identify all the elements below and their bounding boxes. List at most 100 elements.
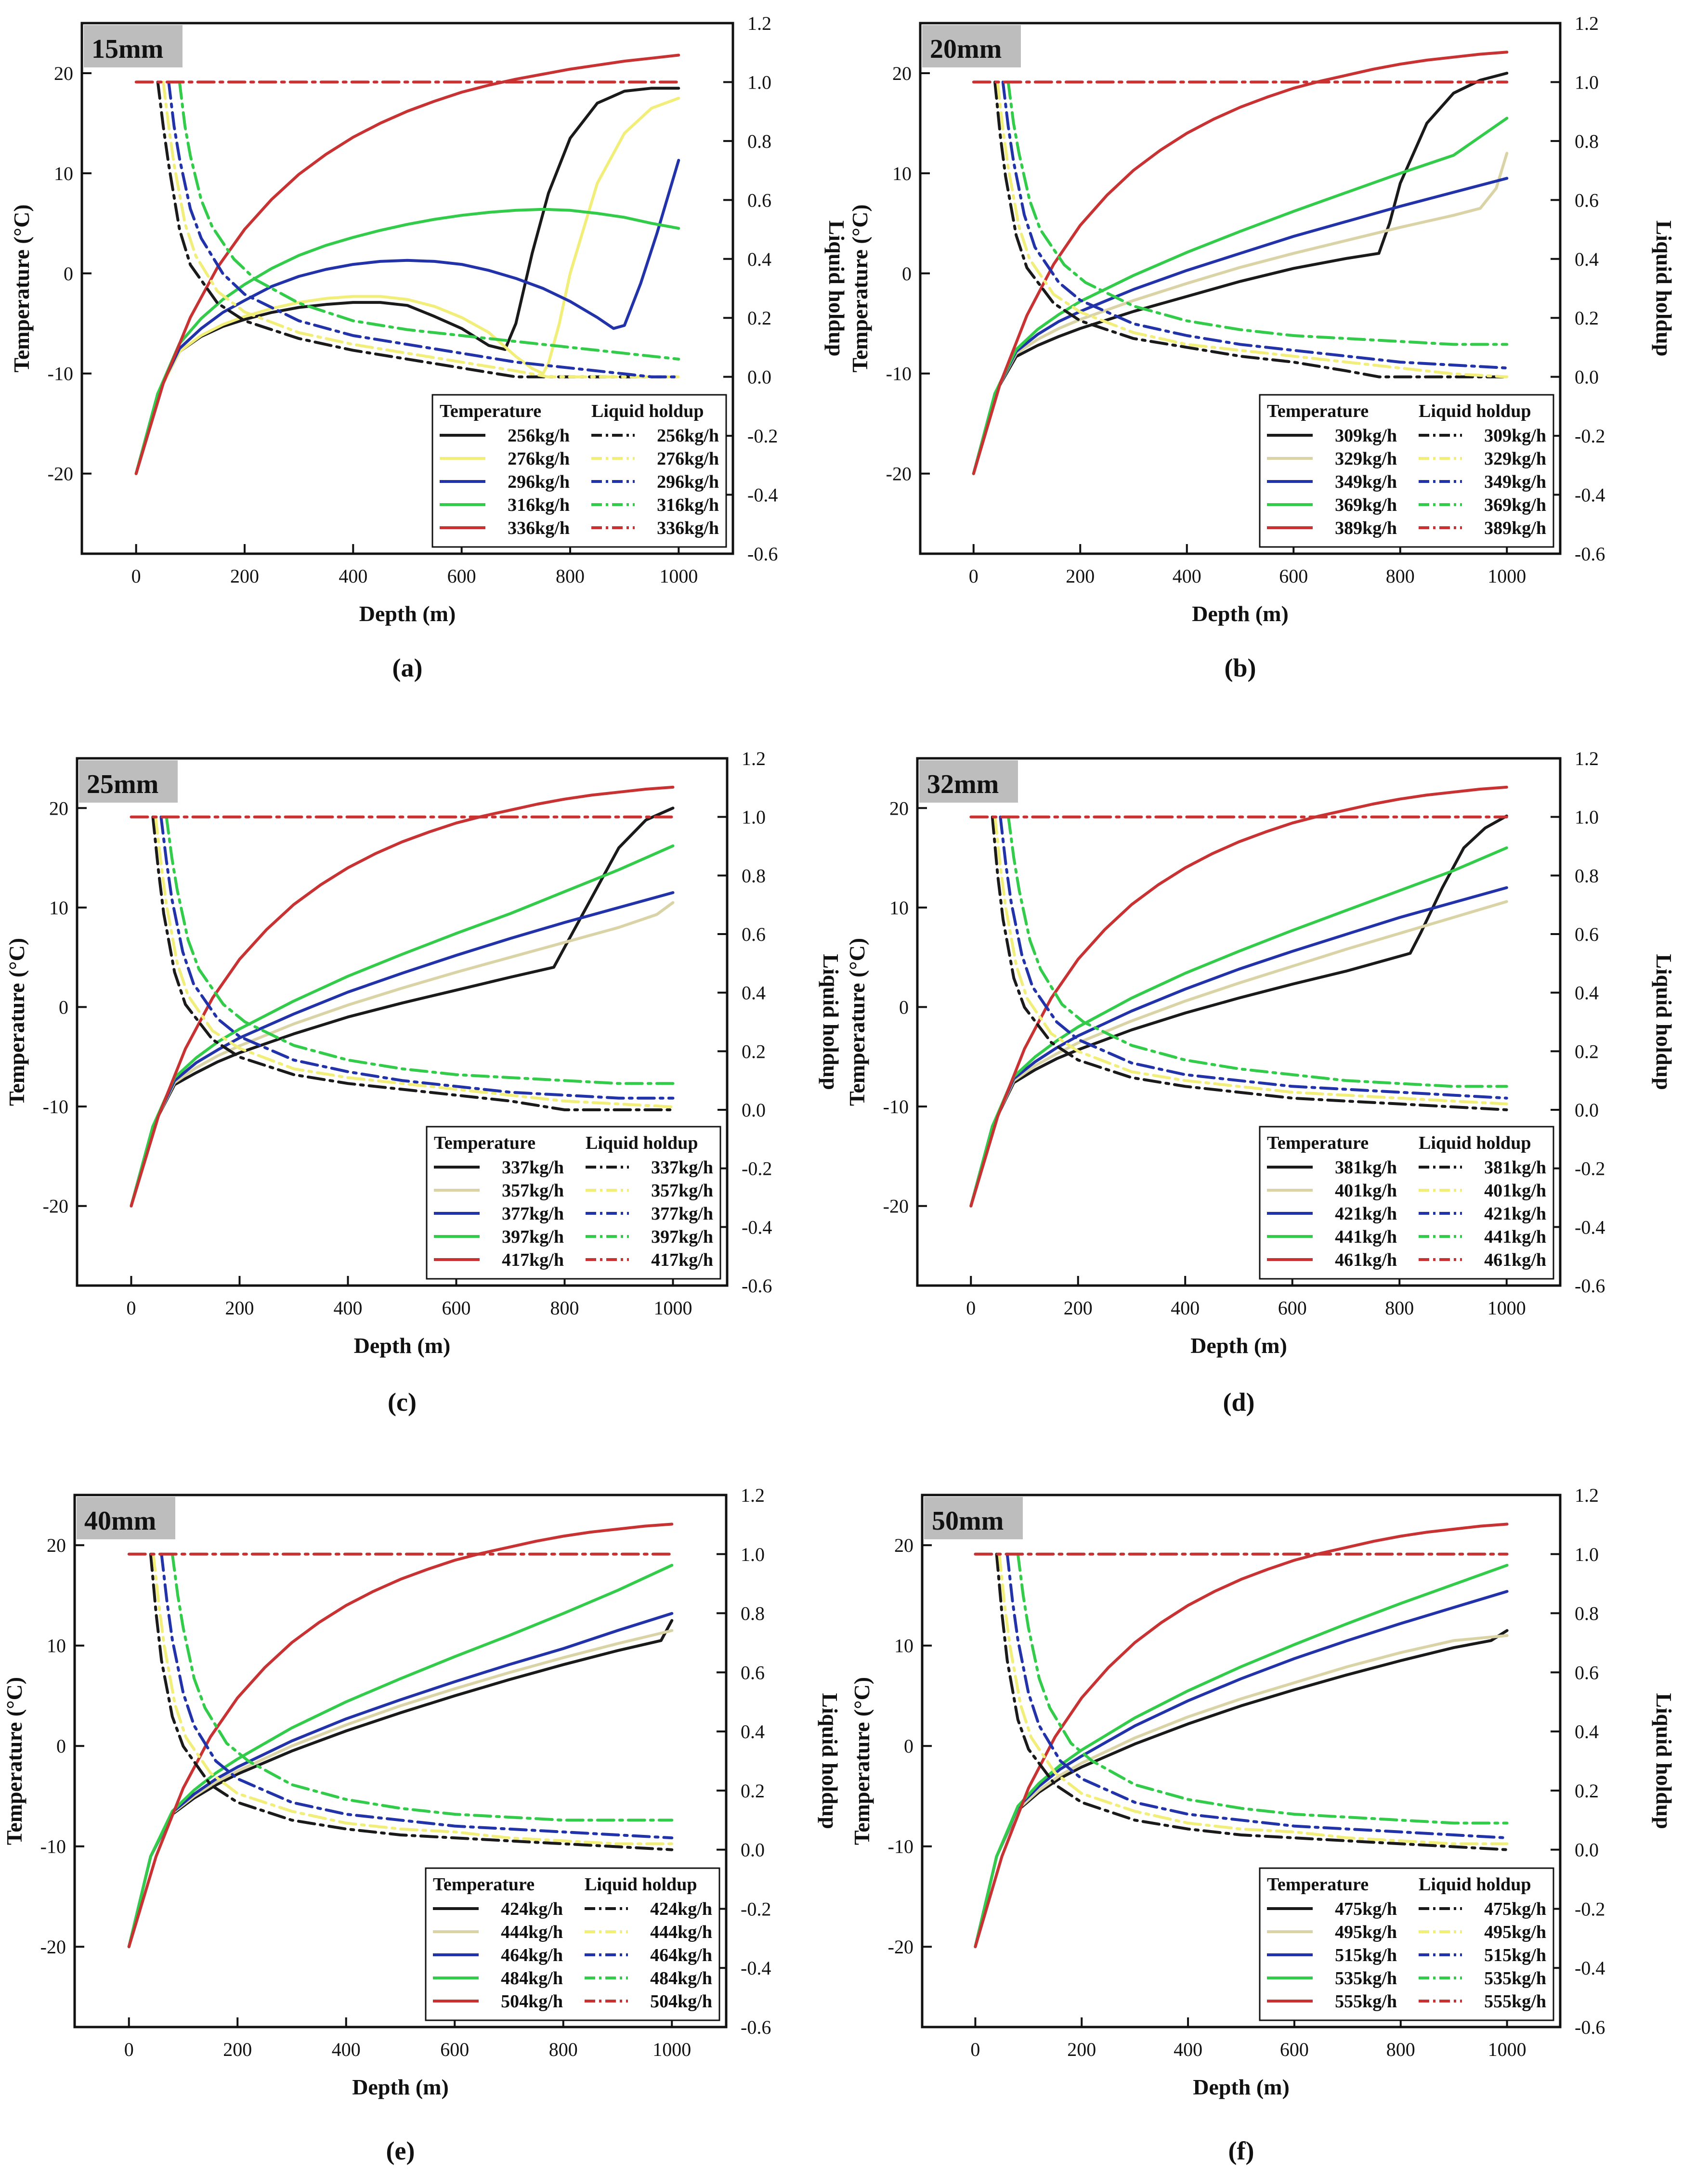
legend-header-temperature: Temperature bbox=[440, 401, 541, 421]
y-left-tick-label: 20 bbox=[889, 797, 909, 819]
legend-box bbox=[425, 1867, 720, 2021]
legend-header-holdup: Liquid holdup bbox=[586, 1133, 698, 1153]
x-tick-label: 200 bbox=[230, 565, 259, 587]
x-tick-label: 200 bbox=[223, 2039, 252, 2060]
y-right-tick-label: 0.8 bbox=[742, 865, 766, 886]
x-axis-label: Depth (m) bbox=[359, 601, 456, 626]
y-left-tick-label: -10 bbox=[43, 1096, 68, 1118]
legend-header-holdup: Liquid holdup bbox=[1419, 1874, 1531, 1895]
legend-header-holdup: Liquid holdup bbox=[1419, 1133, 1531, 1153]
legend-label-temperature: 397kg/h bbox=[502, 1227, 564, 1247]
legend: Temperature Liquid holdup 309kg/h 329kg/h 34… bbox=[1259, 394, 1554, 548]
legend-label-holdup: 555kg/h bbox=[1484, 1991, 1546, 2012]
plot-frame bbox=[921, 1494, 1562, 2028]
legend-label-holdup: 444kg/h bbox=[650, 1922, 712, 1942]
x-tick-label: 0 bbox=[970, 2039, 980, 2060]
legend-header-holdup: Liquid holdup bbox=[1419, 401, 1531, 421]
y-left-tick-label: 10 bbox=[889, 897, 909, 919]
legend-label-holdup: 441kg/h bbox=[1484, 1227, 1546, 1247]
series-line-holdup-256kg/h bbox=[156, 80, 680, 378]
series-line-temperature-256kg/h bbox=[134, 87, 680, 475]
legend-label-temperature: 421kg/h bbox=[1335, 1204, 1397, 1224]
series-group bbox=[130, 785, 675, 1208]
legend-label-temperature: 417kg/h bbox=[502, 1250, 564, 1270]
legend-label-holdup: 349kg/h bbox=[1484, 472, 1546, 492]
y-left-tick-label: 0 bbox=[904, 1735, 913, 1757]
legend-label-temperature: 535kg/h bbox=[1335, 1968, 1397, 1989]
series-line-temperature-421kg/h bbox=[969, 886, 1508, 1208]
series-line-temperature-276kg/h bbox=[134, 96, 680, 475]
y-right-axis-label: Liquid holdup bbox=[818, 1693, 842, 1829]
y-right-tick-label: 1.0 bbox=[1575, 71, 1599, 93]
title-badge bbox=[77, 1497, 175, 1539]
legend-box bbox=[431, 394, 727, 548]
legend-label-temperature: 309kg/h bbox=[1335, 426, 1397, 446]
legend-label-temperature: 461kg/h bbox=[1335, 1250, 1397, 1270]
y-right-tick-label: 0.2 bbox=[747, 307, 771, 329]
y-right-tick-label: -0.4 bbox=[747, 484, 778, 506]
x-tick-label: 800 bbox=[550, 1297, 579, 1319]
y-right-axis-label: Liquid holdup bbox=[1652, 1693, 1676, 1829]
y-left-tick-label: -20 bbox=[883, 1196, 909, 1217]
y-right-tick-label: 0.6 bbox=[1575, 189, 1599, 211]
x-tick-label: 0 bbox=[966, 1297, 976, 1319]
series-line-temperature-377kg/h bbox=[130, 891, 675, 1208]
panel-caption: (a) bbox=[392, 653, 423, 682]
y-right-tick-label: 1.0 bbox=[741, 1544, 765, 1565]
chart-title: 25mm bbox=[87, 769, 158, 799]
series-line-holdup-397kg/h bbox=[165, 815, 675, 1085]
y-left-axis-label: Temperature (°C) bbox=[849, 1677, 874, 1845]
y-right-tick-label: 0.6 bbox=[742, 923, 766, 945]
y-right-tick-label: -0.4 bbox=[742, 1216, 772, 1238]
legend-label-temperature: 444kg/h bbox=[501, 1922, 563, 1942]
y-left-tick-label: -20 bbox=[886, 463, 912, 485]
series-line-holdup-316kg/h bbox=[178, 80, 680, 361]
series-line-holdup-484kg/h bbox=[170, 1552, 674, 1822]
y-right-tick-label: 0.8 bbox=[747, 130, 771, 152]
series-line-temperature-504kg/h bbox=[127, 1522, 674, 1949]
legend-label-temperature: 401kg/h bbox=[1335, 1181, 1397, 1201]
y-right-tick-label: 0.8 bbox=[1575, 130, 1599, 152]
y-right-tick-label: 0.0 bbox=[1575, 1099, 1599, 1121]
series-line-holdup-377kg/h bbox=[159, 815, 675, 1100]
series-line-holdup-495kg/h bbox=[998, 1552, 1509, 1846]
x-axis-label: Depth (m) bbox=[1193, 2075, 1290, 2099]
chart-title: 50mm bbox=[932, 1506, 1004, 1536]
y-left-tick-label: -10 bbox=[48, 363, 73, 385]
panel-caption: (d) bbox=[1223, 1388, 1255, 1417]
series-line-holdup-349kg/h bbox=[1001, 80, 1509, 370]
legend-header-temperature: Temperature bbox=[1267, 1133, 1369, 1153]
plot-frame bbox=[919, 22, 1562, 555]
legend: Temperature Liquid holdup 337kg/h 357kg/h 37… bbox=[426, 1126, 721, 1280]
title-badge bbox=[919, 760, 1018, 803]
x-tick-label: 600 bbox=[1279, 565, 1308, 587]
y-right-tick-label: 1.0 bbox=[1575, 1544, 1599, 1565]
y-right-tick-label: 0.8 bbox=[1575, 865, 1599, 886]
y-right-tick-label: 0.2 bbox=[741, 1780, 765, 1802]
legend: Temperature Liquid holdup 424kg/h 444kg/h 46… bbox=[425, 1867, 720, 2021]
x-tick-label: 200 bbox=[1064, 1297, 1093, 1319]
chart-title: 20mm bbox=[930, 34, 1002, 64]
chart-panel-b: 0 200 400 600 800 1000 -20 -10 0 10 20 -0.6 -0.4 -0.2… bbox=[848, 13, 1676, 682]
y-right-tick-label: -0.2 bbox=[741, 1898, 771, 1920]
series-line-holdup-421kg/h bbox=[999, 815, 1508, 1100]
x-tick-label: 200 bbox=[225, 1297, 254, 1319]
panel-caption: (b) bbox=[1225, 653, 1256, 682]
y-right-tick-label: 0.6 bbox=[1575, 923, 1599, 945]
y-right-axis-label: Liquid holdup bbox=[1652, 221, 1676, 357]
legend-label-temperature: 484kg/h bbox=[501, 1968, 563, 1989]
legend-label-holdup: 535kg/h bbox=[1484, 1968, 1546, 1989]
legend-label-temperature: 316kg/h bbox=[508, 495, 570, 515]
series-line-temperature-349kg/h bbox=[972, 177, 1509, 475]
legend-label-temperature: 369kg/h bbox=[1335, 495, 1397, 515]
legend-label-holdup: 316kg/h bbox=[657, 495, 719, 515]
x-tick-label: 0 bbox=[131, 565, 141, 587]
series-line-temperature-389kg/h bbox=[972, 51, 1509, 475]
y-left-axis-label: Temperature (°C) bbox=[845, 938, 869, 1106]
x-tick-label: 1000 bbox=[1488, 2039, 1526, 2060]
legend-label-holdup: 421kg/h bbox=[1484, 1204, 1546, 1224]
legend-label-temperature: 349kg/h bbox=[1335, 472, 1397, 492]
legend-label-holdup: 461kg/h bbox=[1484, 1250, 1546, 1270]
legend-label-holdup: 401kg/h bbox=[1484, 1181, 1546, 1201]
legend-label-holdup: 389kg/h bbox=[1484, 518, 1546, 538]
